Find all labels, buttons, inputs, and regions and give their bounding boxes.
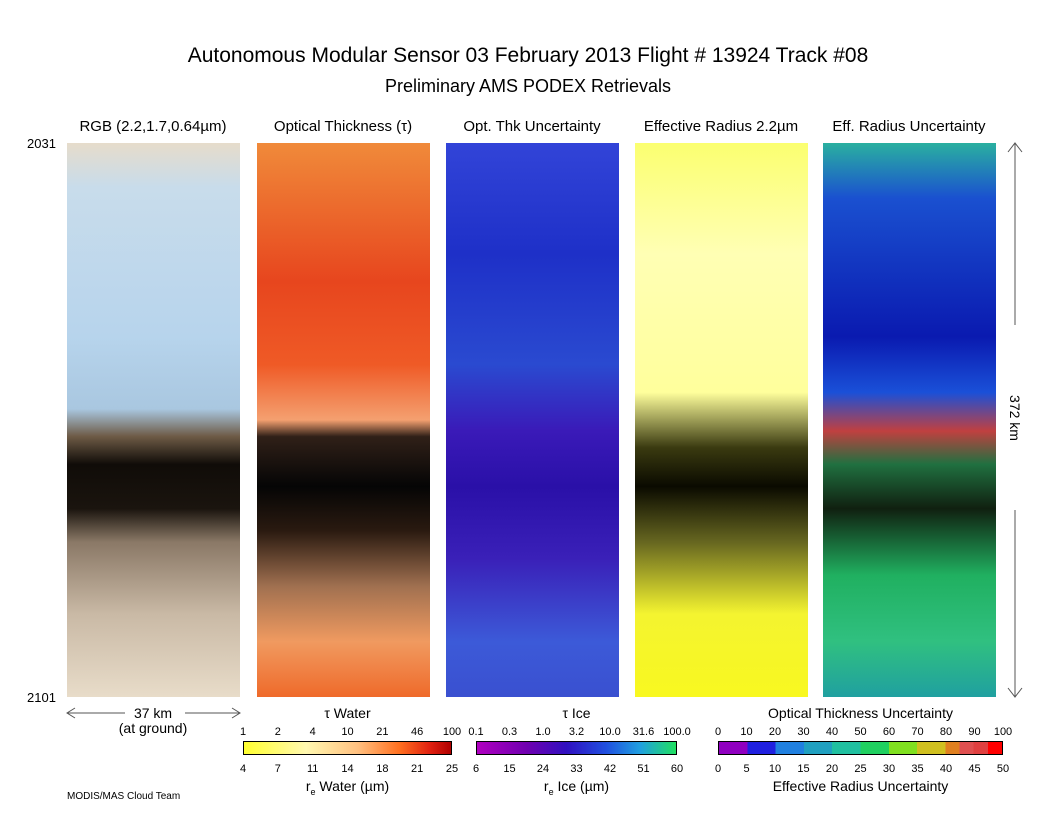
colorbar-bottom-tick: 6 (472, 763, 480, 775)
colorbar-bottom-tick: 45 (968, 763, 981, 775)
effective-radius-image (635, 143, 808, 697)
colorbar-bottom-tick: 60 (670, 763, 684, 775)
colorbar-top-tick: 100 (993, 726, 1013, 738)
colorbar-bottom-tick: 5 (743, 763, 750, 775)
colorbar-bottom-tick: 35 (911, 763, 924, 775)
colorbar-bottom-tick: 33 (570, 763, 583, 775)
colorbar (476, 741, 677, 755)
colorbar-bottom-tick: 51 (637, 763, 650, 775)
colorbar-top-tick: 100.0 (663, 726, 691, 738)
rgb-image (67, 143, 240, 697)
colorbar-bottom-tick: 4 (239, 763, 247, 775)
colorbar-bottom-tick: 20 (825, 763, 839, 775)
colorbar-top-tick: 0.3 (501, 726, 518, 738)
colorbar-top-tick: 90 (968, 726, 981, 738)
colorbar-top-label: τ Water (324, 705, 371, 721)
colorbar-bottom-tick: 7 (274, 763, 281, 775)
colorbar-bottom-tick: 15 (503, 763, 516, 775)
colorbar-bottom-tick: 50 (996, 763, 1010, 775)
colorbar-bottom-tick: 21 (411, 763, 424, 775)
width-scale-label: 37 km (133, 705, 173, 721)
panel-title: Opt. Thk Uncertainty (463, 118, 601, 135)
colorbar-bottom-tick: 18 (376, 763, 389, 775)
colorbar-top-tick: 21 (376, 726, 389, 738)
colorbar-bottom-tick: 10 (768, 763, 782, 775)
colorbar-bottom-tick: 11 (306, 763, 319, 775)
colorbar-top-tick: 1.0 (535, 726, 551, 738)
label-subscript: e (548, 786, 554, 797)
colorbar-bottom-tick: 15 (797, 763, 810, 775)
colorbar-top-tick: 31.6 (632, 726, 655, 738)
colorbar-top-tick: 20 (768, 726, 782, 738)
label-text: Ice (µm) (553, 778, 610, 794)
colorbar-top-tick: 4 (309, 726, 316, 738)
colorbar-bottom-tick: 42 (603, 763, 617, 775)
panel-title: Optical Thickness (τ) (273, 118, 413, 135)
colorbar-bottom-tick: 40 (939, 763, 953, 775)
colorbar-top-tick: 10.0 (599, 726, 621, 738)
colorbar-top-tick: 2 (274, 726, 281, 738)
label-symbol: r (305, 778, 311, 794)
end-time: 2101 (27, 690, 56, 705)
panel-title: RGB (2.2,1.7,0.64µm) (79, 118, 227, 135)
colorbar (243, 741, 452, 755)
subtitle: Preliminary AMS PODEX Retrievals (384, 76, 672, 96)
colorbar-bottom-tick: 25 (854, 763, 867, 775)
colorbar-top-tick: 10 (341, 726, 354, 738)
colorbar-top-tick: 50 (854, 726, 867, 738)
colorbar-bottom-label: re Ice (µm) (544, 778, 609, 797)
label-text: Water (µm) (315, 778, 390, 794)
colorbar-bottom-tick: 25 (445, 763, 459, 775)
label-text: Effective Radius Uncertainty (772, 778, 949, 794)
colorbar-top-tick: 100 (442, 726, 462, 738)
colorbar-top-tick: 46 (411, 726, 424, 738)
colorbar-top-tick: 0.1 (468, 726, 484, 738)
length-scale-label: 372 km (1007, 395, 1023, 441)
colorbar-top-tick: 70 (911, 726, 924, 738)
panel-title: Effective Radius 2.2µm (643, 118, 799, 135)
colorbar-top-tick: 60 (882, 726, 896, 738)
colorbar-top-tick: 3.2 (568, 726, 585, 738)
colorbar-bottom-label: Effective Radius Uncertainty (773, 778, 949, 794)
colorbar-bottom-tick: 14 (341, 763, 354, 775)
colorbar-top-label: τ Ice (562, 705, 591, 721)
colorbar-top-tick: 1 (239, 726, 247, 738)
colorbar-bottom-tick: 24 (536, 763, 550, 775)
optical-thickness-image (257, 143, 430, 697)
width-scale-note: (at ground) (118, 720, 188, 736)
label-symbol: r (543, 778, 549, 794)
colorbar-top-label: Optical Thickness Uncertainty (768, 705, 953, 721)
colorbar (718, 741, 1003, 755)
colorbar-top-tick: 80 (939, 726, 953, 738)
start-time: 2031 (27, 136, 56, 151)
optical-thickness-uncertainty-image (446, 143, 619, 697)
colorbar-top-tick: 10 (740, 726, 753, 738)
colorbar-top-tick: 40 (825, 726, 839, 738)
colorbar-bottom-label: re Water (µm) (306, 778, 389, 797)
panel-title: Eff. Radius Uncertainty (832, 118, 986, 135)
colorbar-bottom-tick: 30 (882, 763, 896, 775)
colorbar-top-tick: 0 (714, 726, 722, 738)
title: Autonomous Modular Sensor 03 February 20… (187, 44, 869, 67)
label-subscript: e (310, 786, 316, 797)
colorbar-top-tick: 30 (797, 726, 810, 738)
colorbar-bottom-tick: 0 (714, 763, 722, 775)
credit: MODIS/MAS Cloud Team (67, 791, 181, 802)
effective-radius-uncertainty-image (823, 143, 996, 697)
